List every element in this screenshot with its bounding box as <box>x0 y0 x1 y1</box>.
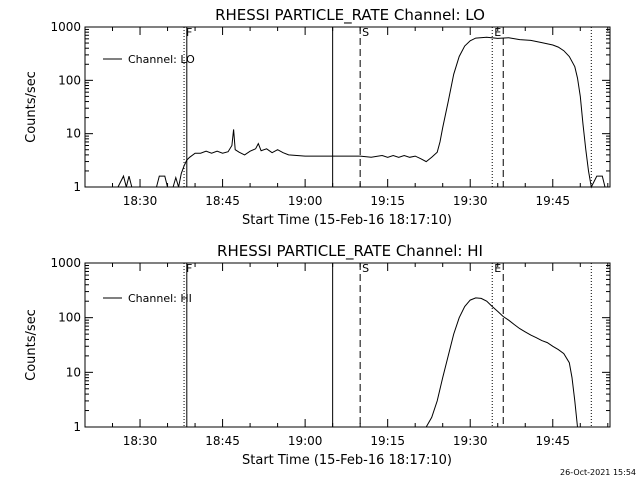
y-axis-label: Counts/sec <box>24 71 39 143</box>
y-tick-label: 100 <box>58 73 81 87</box>
time-marker-label: F <box>186 26 192 39</box>
x-tick-label: 19:00 <box>288 194 323 208</box>
y-tick-label: 1000 <box>50 20 81 34</box>
x-tick-label: 19:45 <box>535 434 570 448</box>
x-tick-label: 19:30 <box>453 434 488 448</box>
time-marker-label: S <box>362 26 369 39</box>
x-tick-label: 18:45 <box>205 194 240 208</box>
x-axis-label: Start Time (15-Feb-16 18:17:10) <box>242 453 452 468</box>
plot-frame <box>84 262 611 428</box>
chart-title: RHESSI PARTICLE_RATE Channel: LO <box>215 6 485 25</box>
chart-title: RHESSI PARTICLE_RATE Channel: HI <box>217 242 483 261</box>
y-axis-label: Counts/sec <box>24 309 39 381</box>
y-tick-label: 10 <box>66 127 81 141</box>
footer-timestamp: 26-Oct-2021 15:54 <box>560 468 636 477</box>
legend-entry: Channel: LO <box>128 53 195 66</box>
time-marker-label: E <box>494 262 501 275</box>
y-tick-label: 1 <box>73 180 81 194</box>
series-line-hi <box>425 297 578 428</box>
legend-entry: Channel: HI <box>128 292 192 305</box>
y-tick-label: 100 <box>58 311 81 325</box>
x-tick-label: 19:45 <box>535 194 570 208</box>
series-line-lo <box>117 36 606 189</box>
time-marker-label: S <box>362 262 369 275</box>
x-tick-label: 19:15 <box>370 434 405 448</box>
y-axis: 1 10 100 1000 <box>50 256 610 434</box>
x-tick-label: 19:00 <box>288 434 323 448</box>
legend: Channel: HI <box>103 292 192 305</box>
y-axis: 1 10 100 1000 <box>50 20 610 194</box>
x-tick-label: 19:30 <box>453 194 488 208</box>
y-tick-label: 10 <box>66 365 81 379</box>
chart-panel-hi: RHESSI PARTICLE_RATE Channel: HI 1101001… <box>24 242 611 468</box>
y-tick-label: 1 <box>73 420 81 434</box>
y-tick-label: 1000 <box>50 256 81 270</box>
x-tick-label: 19:15 <box>370 194 405 208</box>
x-tick-label: 18:30 <box>123 194 158 208</box>
plot-frame <box>84 26 611 188</box>
time-marker-label: F <box>186 262 192 275</box>
legend: Channel: LO <box>103 53 195 66</box>
x-tick-label: 18:45 <box>205 434 240 448</box>
time-marker-label: E <box>494 26 501 39</box>
chart-panel-lo: RHESSI PARTICLE_RATE Channel: LO 1101001… <box>24 6 611 228</box>
x-axis-label: Start Time (15-Feb-16 18:17:10) <box>242 213 452 228</box>
x-tick-label: 18:30 <box>123 434 158 448</box>
x-axis: 18:30 18:45 19:00 19:15 19:30 19:45 <box>84 263 609 448</box>
x-axis: 18:30 18:45 19:00 19:15 19:30 19:45 <box>84 27 609 208</box>
